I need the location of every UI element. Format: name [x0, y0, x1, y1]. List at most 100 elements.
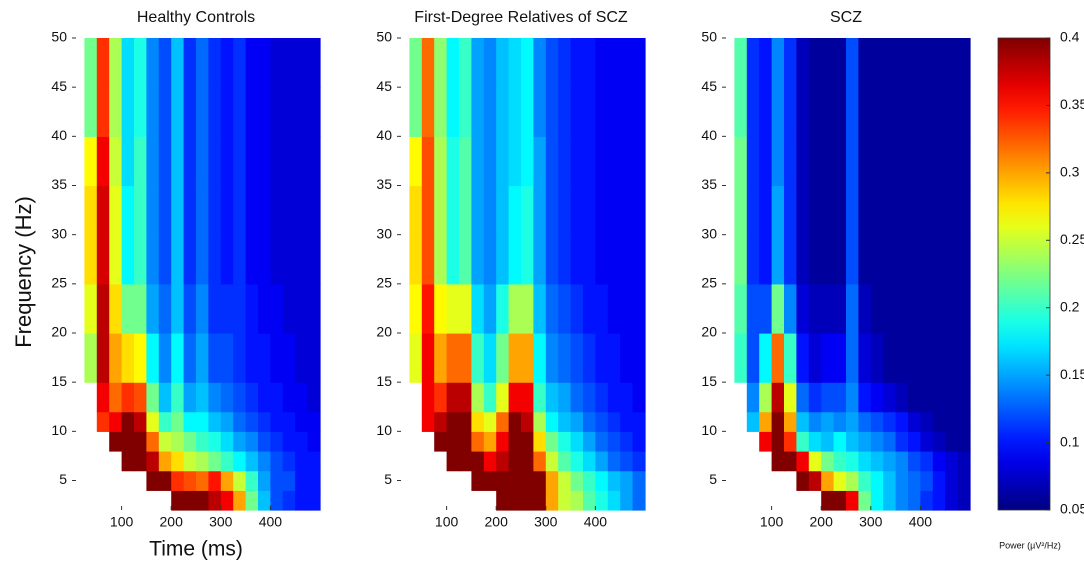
heat-cell	[870, 87, 884, 137]
heat-cell	[220, 490, 234, 511]
heat-cell	[558, 490, 572, 511]
heat-cell	[570, 185, 584, 236]
heat-cell	[471, 87, 485, 137]
heat-cell	[533, 431, 547, 452]
heat-cell	[821, 490, 835, 511]
heat-cell	[570, 38, 584, 88]
heat-cell	[846, 490, 859, 511]
heat-cell	[446, 185, 460, 236]
heat-cell	[96, 382, 110, 413]
heat-cell	[171, 38, 185, 88]
y-tick-label: 5	[59, 471, 67, 487]
heat-cell	[759, 411, 773, 432]
heat-cell	[434, 136, 448, 187]
heat-cell	[846, 411, 859, 432]
heat-cell	[620, 411, 634, 432]
heat-cell	[858, 470, 872, 491]
heat-cell	[808, 136, 822, 187]
heat-cell	[908, 283, 921, 334]
heat-cell	[220, 411, 234, 432]
heat-cell	[409, 283, 423, 334]
y-tick-label: 15	[51, 373, 67, 389]
heat-cell	[595, 470, 609, 491]
heat-cell	[533, 185, 547, 236]
heat-cell	[258, 185, 271, 236]
heat-cell	[84, 283, 98, 334]
heat-cell	[421, 87, 435, 137]
heat-cell	[471, 136, 485, 187]
heat-cell	[932, 38, 946, 88]
x-tick-label: 300	[209, 514, 233, 530]
heat-cell	[233, 382, 247, 413]
heat-cell	[558, 470, 572, 491]
heat-cell	[784, 431, 797, 452]
heat-cell	[121, 136, 135, 187]
heat-cell	[808, 411, 822, 432]
heat-cell	[620, 38, 634, 88]
heat-cell	[583, 234, 596, 285]
heat-cell	[282, 283, 296, 334]
heat-cell	[295, 38, 309, 88]
heat-cell	[821, 451, 835, 472]
heat-cell	[121, 411, 135, 432]
heat-cell	[496, 333, 510, 383]
heat-cell	[858, 136, 872, 187]
heat-cell	[533, 382, 547, 413]
heat-cell	[233, 411, 247, 432]
heat-cell	[858, 411, 872, 432]
heat-cell	[746, 185, 760, 236]
heat-cell	[409, 38, 423, 88]
heat-cell	[746, 283, 760, 334]
heat-cell	[620, 333, 634, 383]
heat-cell	[932, 136, 946, 187]
heat-cell	[632, 87, 646, 137]
heat-cell	[908, 87, 921, 137]
heat-cell	[920, 136, 934, 187]
heat-cell	[533, 283, 547, 334]
heat-cell	[183, 431, 197, 452]
heat-cell	[545, 382, 559, 413]
heat-cell	[109, 234, 123, 285]
heat-cell	[808, 333, 822, 383]
heat-cell	[258, 470, 271, 491]
heat-cell	[96, 136, 110, 187]
heat-cell	[920, 38, 934, 88]
heat-cell	[796, 234, 810, 285]
heat-cell	[521, 411, 534, 432]
heat-cell	[295, 333, 309, 383]
heat-cell	[446, 382, 460, 413]
heat-cell	[908, 431, 921, 452]
heat-cell	[570, 470, 584, 491]
heat-cell	[558, 136, 572, 187]
heat-cell	[121, 234, 135, 285]
heat-cell	[833, 470, 847, 491]
heat-cell	[932, 411, 946, 432]
heat-cell	[583, 136, 596, 187]
heat-cell	[870, 411, 884, 432]
heat-cell	[96, 333, 110, 383]
heat-cell	[84, 185, 98, 236]
heat-cell	[932, 490, 946, 511]
heat-cell	[171, 490, 185, 511]
heat-cell	[183, 38, 197, 88]
heat-cell	[870, 382, 884, 413]
heat-cell	[459, 283, 472, 334]
heat-cell	[883, 431, 897, 452]
heat-cell	[620, 234, 634, 285]
heat-cell	[459, 431, 472, 452]
heat-cell	[196, 431, 209, 452]
heat-cell	[858, 333, 872, 383]
heat-cell	[84, 333, 98, 383]
heat-cell	[508, 283, 522, 334]
heat-cell	[282, 470, 296, 491]
y-tick-label: 35	[51, 176, 67, 192]
heat-cell	[270, 234, 284, 285]
heat-cell	[784, 38, 797, 88]
y-tick-label: 10	[51, 422, 67, 438]
heat-cell	[945, 382, 959, 413]
heat-cell	[307, 490, 321, 511]
heat-cell	[821, 234, 835, 285]
heat-cell	[808, 87, 822, 137]
x-tick-label: 200	[485, 514, 509, 530]
heat-cell	[471, 234, 485, 285]
